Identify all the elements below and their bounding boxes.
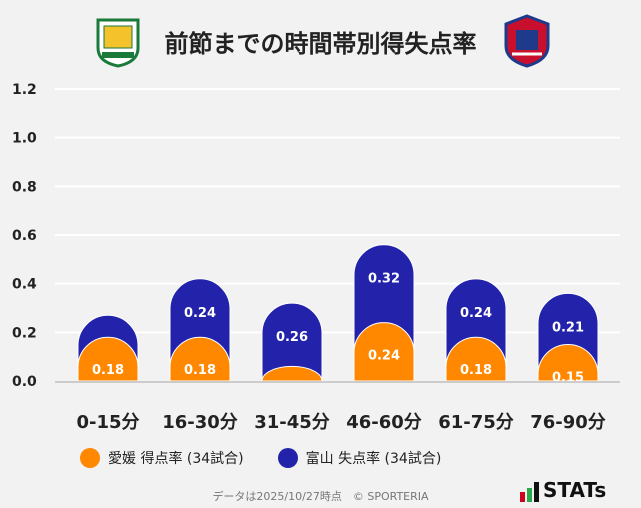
bar-ehime [537, 344, 599, 382]
y-tick-label: 0.8 [12, 179, 37, 195]
data-label-ehime: 0.18 [184, 363, 216, 378]
bar-ehime [445, 336, 507, 382]
legend-item-toyama: 富山 失点率 (34試合) [277, 448, 442, 468]
legend-swatch [277, 448, 298, 468]
data-label-ehime: 0.18 [460, 363, 492, 378]
data-label-ehime: 0.15 [552, 371, 584, 386]
ehime-logo [96, 18, 140, 68]
stats-bars-icon [520, 482, 539, 502]
legend: 愛媛 得点率 (34試合) 富山 失点率 (34試合) [80, 448, 441, 468]
data-label-toyama: 0.21 [552, 320, 584, 335]
bar-chart: 0.0 0.2 0.4 0.6 0.8 1.0 1.2 0.18 0-15分 0.18 0.24 16… [12, 82, 620, 433]
stats-logo: STATs [520, 478, 606, 502]
bar-ehime [353, 322, 415, 382]
x-tick-label: 76-90分 [530, 412, 606, 433]
legend-swatch [80, 448, 100, 468]
bar-toyama [261, 302, 323, 382]
data-label-ehime: 0.24 [368, 349, 400, 364]
x-tick-label: 16-30分 [162, 412, 238, 433]
toyama-logo [504, 14, 550, 68]
data-label-ehime: 0.18 [92, 363, 124, 378]
bar-ehime [261, 365, 323, 382]
legend-label: 富山 失点率 (34試合) [305, 451, 442, 467]
data-label-toyama: 0.32 [368, 272, 400, 287]
x-tick-label: 31-45分 [254, 412, 330, 433]
bar-ehime [169, 336, 231, 382]
y-tick-label: 0.4 [12, 277, 37, 293]
bar-ehime [77, 336, 139, 382]
y-tick-label: 1.2 [12, 82, 37, 98]
data-label-toyama: 0.26 [276, 330, 308, 345]
x-tick-label: 0-15分 [76, 412, 139, 433]
x-tick-label: 61-75分 [438, 412, 514, 433]
x-tick-label: 46-60分 [346, 412, 422, 433]
stats-brand: STATs [543, 478, 607, 502]
chart-title: 前節までの時間帯別得失点率 [164, 30, 477, 58]
legend-item-ehime: 愛媛 得点率 (34試合) [80, 448, 244, 468]
y-tick-label: 0.0 [12, 374, 37, 390]
legend-label: 愛媛 得点率 (34試合) [108, 451, 244, 467]
footer-note: データは2025/10/27時点 © SPORTERIA [212, 490, 429, 503]
data-label-toyama: 0.24 [184, 306, 216, 321]
y-tick-label: 1.0 [12, 131, 37, 147]
data-label-toyama: 0.24 [460, 306, 492, 321]
y-tick-label: 0.6 [12, 228, 37, 244]
y-tick-label: 0.2 [12, 325, 37, 341]
